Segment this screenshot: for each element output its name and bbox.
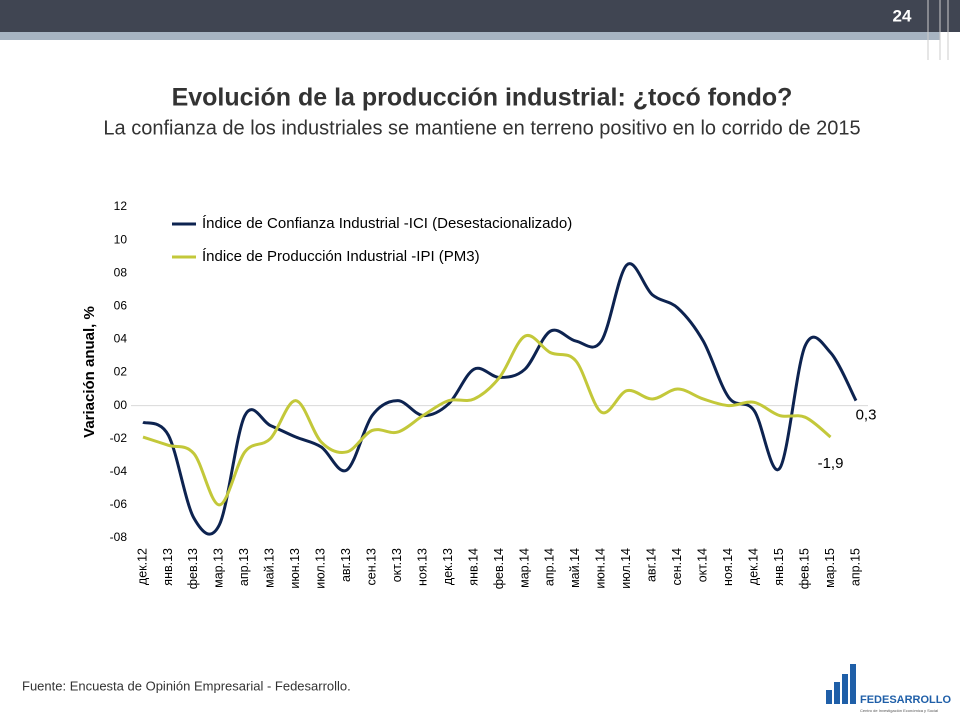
logo-bar [850, 664, 856, 704]
y-tick-label: 02 [114, 365, 128, 379]
x-tick-label: июл.14 [619, 548, 633, 589]
x-tick-label: июн.13 [288, 548, 302, 589]
y-tick-label: -04 [110, 464, 128, 478]
data-label: -1,9 [818, 455, 844, 472]
x-tick-label: май.14 [568, 548, 582, 588]
x-tick-label: ноя.13 [415, 548, 429, 586]
x-tick-label: апр.15 [848, 548, 862, 586]
x-tick-label: янв.13 [161, 548, 175, 586]
x-tick-label: авг.14 [645, 548, 659, 582]
x-tick-label: мар.13 [212, 548, 226, 588]
y-tick-label: 00 [114, 398, 128, 412]
header-stripe [0, 32, 940, 40]
x-tick-label: окт.14 [696, 548, 710, 582]
x-tick-label: дек.14 [746, 548, 760, 585]
subtitle: La confianza de los industriales se mant… [103, 117, 860, 139]
x-tick-label: июн.14 [594, 548, 608, 589]
x-tick-label: янв.14 [466, 548, 480, 586]
logo-name: FEDESARROLLO [860, 694, 952, 706]
logo-tagline: Centro de Investigación Económica y Soci… [860, 708, 938, 713]
x-tick-label: фев.13 [186, 548, 200, 589]
x-tick-label: мар.15 [823, 548, 837, 588]
title: Evolución de la producción industrial: ¿… [172, 84, 793, 112]
y-tick-label: 06 [114, 298, 128, 312]
header-bar [0, 0, 960, 32]
series-line [142, 333, 832, 507]
logo-bar [826, 690, 832, 704]
x-tick-label: сен.14 [670, 548, 684, 586]
x-tick-label: апр.14 [543, 548, 557, 586]
y-tick-label: 04 [114, 332, 128, 346]
x-tick-label: фев.15 [797, 548, 811, 589]
data-label: 0,3 [856, 407, 877, 424]
x-tick-label: янв.15 [772, 548, 786, 586]
x-tick-label: сен.13 [364, 548, 378, 586]
logo: FEDESARROLLO Centro de Investigación Eco… [826, 664, 952, 713]
series-line [142, 262, 858, 536]
x-tick-label: апр.13 [237, 548, 251, 586]
page-number: 24 [893, 6, 912, 25]
x-tick-label: фев.14 [492, 548, 506, 589]
x-tick-label: дек.13 [441, 548, 455, 585]
y-axis-label: Variación anual, % [81, 306, 98, 438]
x-tick-label: дек.12 [135, 548, 149, 585]
legend-label: Índice de Confianza Industrial -ICI (Des… [202, 215, 572, 232]
y-tick-label: -06 [110, 497, 128, 511]
x-tick-label: авг.13 [339, 548, 353, 582]
x-tick-label: май.13 [263, 548, 277, 588]
x-tick-label: окт.13 [390, 548, 404, 582]
y-tick-label: 12 [114, 199, 128, 213]
y-tick-label: 10 [114, 232, 128, 246]
x-tick-label: ноя.14 [721, 548, 735, 586]
logo-bar [842, 674, 848, 704]
legend-label: Índice de Producción Industrial -IPI (PM… [202, 248, 480, 265]
x-tick-label: мар.14 [517, 548, 531, 588]
logo-bar [834, 682, 840, 704]
x-tick-label: июл.13 [314, 548, 328, 589]
y-tick-label: 08 [114, 265, 128, 279]
y-tick-label: -02 [110, 431, 128, 445]
y-tick-label: -08 [110, 530, 128, 544]
source: Fuente: Encuesta de Opinión Empresarial … [22, 678, 351, 693]
